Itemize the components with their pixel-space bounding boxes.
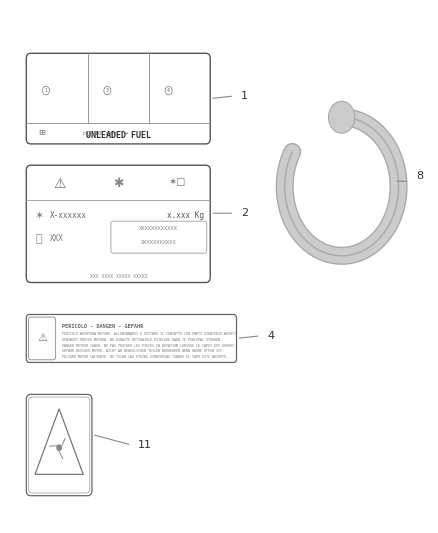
Text: ✶□: ✶□ — [169, 177, 186, 187]
Text: 8: 8 — [416, 171, 423, 181]
Text: DANGER MOTEUR CHAUD. NE PAS TOUCHER LES PIECES EN ROTATION LORSQUE LE CAPOT EST : DANGER MOTEUR CHAUD. NE PAS TOUCHER LES … — [62, 343, 236, 348]
Text: 11: 11 — [138, 440, 152, 450]
Text: 4: 4 — [267, 331, 274, 341]
Text: ✶: ✶ — [35, 211, 44, 221]
Text: 4: 4 — [167, 88, 170, 93]
Text: 1: 1 — [241, 91, 248, 101]
Text: ⚠: ⚠ — [37, 334, 47, 343]
Text: XXX XXXX XXXXX XXXXX: XXX XXXX XXXXX XXXXX — [89, 273, 147, 279]
Text: ▷○ 10 sec. →: ▷○ 10 sec. → — [84, 130, 128, 135]
Text: PELIGRO MOTOR CALIENTE. NO TOCAR LAS PIEZAS GIRATORIAS CUANDO EL CAPO ESTE ABIER: PELIGRO MOTOR CALIENTE. NO TOCAR LAS PIE… — [62, 355, 228, 359]
Text: 3: 3 — [106, 88, 109, 93]
Text: OPASNOST VRUCEG MOTORA. NE DIRAJTE ROTIRAJUCE DIJELOVE KADA JE POKLOPAC OTVOREN.: OPASNOST VRUCEG MOTORA. NE DIRAJTE ROTIR… — [62, 337, 222, 342]
Text: PERICOLO APERTURA MOTORE. ALLONTANARSI E EVITARE IL CONTATTO CON PARTI GIRATORIE: PERICOLO APERTURA MOTORE. ALLONTANARSI E… — [62, 332, 238, 336]
Text: UNLEADED FUEL: UNLEADED FUEL — [86, 131, 151, 140]
Text: XXXXXXXXXXXX: XXXXXXXXXXXX — [139, 226, 178, 231]
Text: ⊞: ⊞ — [38, 128, 45, 137]
Text: x.xxx Kg: x.xxx Kg — [167, 212, 204, 220]
Text: ⚠: ⚠ — [53, 177, 66, 191]
Text: XXXXXXXXXXX: XXXXXXXXXXX — [141, 240, 177, 245]
Circle shape — [57, 445, 61, 450]
Text: X-xxxxxx: X-xxxxxx — [50, 212, 87, 220]
Text: 1: 1 — [45, 88, 47, 93]
Circle shape — [328, 101, 355, 133]
Text: GEFAHR HEISSER MOTOR. NICHT AN BEWEGLICHEN TEILEN BERUEHREN WENN HAUBE OFFEN IST: GEFAHR HEISSER MOTOR. NICHT AN BEWEGLICH… — [62, 349, 224, 353]
Text: ⛏: ⛏ — [35, 234, 42, 244]
Text: 2: 2 — [241, 208, 248, 218]
Text: PERICOLO - DANGER - GEFAHR: PERICOLO - DANGER - GEFAHR — [62, 324, 144, 329]
Text: ✱: ✱ — [113, 177, 124, 190]
Text: XXX: XXX — [50, 235, 64, 243]
